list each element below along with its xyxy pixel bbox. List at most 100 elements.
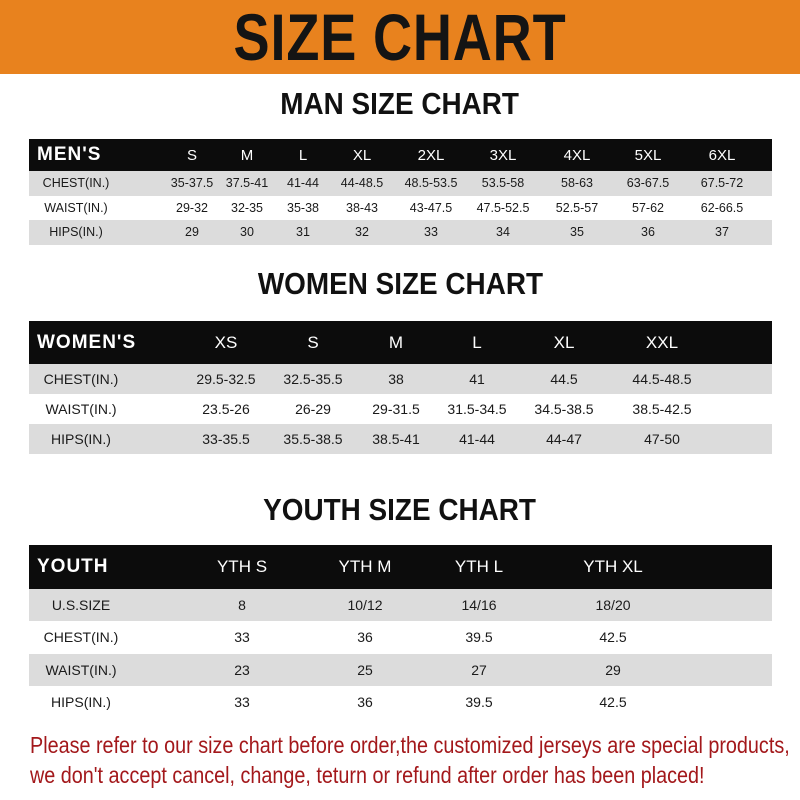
- size-column-header: 5XL: [634, 146, 662, 164]
- size-column-header: L: [298, 146, 308, 164]
- women-size-table: WOMEN'S XS S M L XL XXL CHEST(IN.) 29.5-32.5 32.5…: [29, 321, 772, 454]
- size-column-header: 6XL: [708, 146, 736, 164]
- youth-header-row: YOUTH YTH S YTH M YTH L YTH XL: [29, 545, 772, 589]
- table-row: U.S.SIZE 8 10/12 14/16 18/20: [29, 589, 772, 622]
- table-cell: 36: [357, 629, 373, 646]
- table-cell: 35-38: [287, 200, 319, 215]
- table-cell: 38-43: [346, 200, 378, 215]
- table-cell: 38.5-42.5: [632, 401, 692, 417]
- table-row: WAIST(IN.) 23.5-26 26-29 29-31.5 31.5-34.5 34…: [29, 394, 772, 424]
- table-cell: 41-44: [287, 176, 319, 191]
- table-cell: 8: [238, 597, 246, 614]
- table-row: HIPS(IN.) 29 30 31 32 33 34 35 36 37: [29, 220, 772, 245]
- table-cell: 67.5-72: [700, 176, 744, 191]
- table-cell: 26-29: [295, 401, 331, 417]
- table-cell: 52.5-57: [555, 200, 599, 215]
- size-column-header: 2XL: [417, 146, 445, 164]
- table-cell: 36: [641, 225, 655, 240]
- size-column-header: XL: [352, 146, 372, 164]
- row-label: WAIST(IN.): [45, 401, 117, 417]
- size-column-header: 3XL: [489, 146, 517, 164]
- table-cell: 18/20: [595, 597, 631, 614]
- table-cell: 44-48.5: [340, 176, 384, 191]
- table-cell: 25: [357, 661, 373, 678]
- table-cell: 23.5-26: [202, 401, 250, 417]
- table-cell: 41: [469, 371, 485, 387]
- table-cell: 35-37.5: [170, 176, 214, 191]
- table-cell: 57-62: [632, 200, 664, 215]
- table-cell: 63-67.5: [626, 176, 670, 191]
- table-cell: 48.5-53.5: [404, 176, 458, 191]
- row-label: HIPS(IN.): [51, 694, 111, 711]
- row-label: U.S.SIZE: [51, 597, 111, 614]
- row-label: CHEST(IN.): [43, 629, 119, 646]
- table-cell: 47-50: [644, 431, 680, 447]
- table-row: HIPS(IN.) 33 36 39.5 42.5: [29, 685, 772, 719]
- table-cell: 44-47: [546, 431, 582, 447]
- men-section-title: MAN SIZE CHART: [0, 86, 800, 122]
- table-cell: 53.5-58: [481, 176, 525, 191]
- women-title-text: WOMEN SIZE CHART: [257, 266, 543, 301]
- youth-size-table: YOUTH YTH S YTH M YTH L YTH XL U.S.SIZE 8 10/12…: [29, 545, 772, 719]
- women-section-title: WOMEN SIZE CHART: [0, 266, 800, 302]
- row-label: CHEST(IN.): [43, 371, 119, 387]
- row-label: HIPS(IN.): [49, 225, 103, 240]
- table-cell: 34: [496, 225, 510, 240]
- table-cell: 32: [355, 225, 369, 240]
- table-cell: 34.5-38.5: [534, 401, 594, 417]
- youth-section-title: YOUTH SIZE CHART: [0, 492, 800, 528]
- table-cell: 23: [234, 661, 250, 678]
- table-cell: 42.5: [599, 629, 627, 646]
- table-row: CHEST(IN.) 35-37.5 37.5-41 41-44 44-48.5 48.5…: [29, 171, 772, 196]
- table-row: WAIST(IN.) 23 25 27 29: [29, 653, 772, 686]
- table-cell: 32-35: [231, 200, 263, 215]
- size-column-header: YTH L: [454, 557, 504, 576]
- table-cell: 33: [234, 629, 250, 646]
- size-column-header: 4XL: [563, 146, 591, 164]
- size-column-header: S: [186, 146, 198, 164]
- table-cell: 31: [296, 225, 310, 240]
- size-column-header: XL: [553, 332, 575, 352]
- size-column-header: XS: [214, 332, 238, 352]
- table-cell: 29: [605, 661, 621, 678]
- row-label: WAIST(IN.): [44, 200, 108, 215]
- table-cell: 38.5-41: [372, 431, 420, 447]
- notice-line-1: Please refer to our size chart before or…: [30, 732, 790, 758]
- table-cell: 37.5-41: [225, 176, 269, 191]
- table-cell: 35: [570, 225, 584, 240]
- size-column-header: YTH M: [338, 557, 392, 576]
- men-size-table: MEN'S S M L XL 2XL 3XL 4XL 5XL 6XL CHEST(IN.) 35-37…: [29, 139, 772, 245]
- size-column-header: S: [307, 332, 319, 352]
- men-header-label: MEN'S: [37, 144, 102, 165]
- table-cell: 58-63: [561, 176, 593, 191]
- table-cell: 31.5-34.5: [447, 401, 507, 417]
- table-cell: 43-47.5: [409, 200, 453, 215]
- table-cell: 36: [357, 694, 373, 711]
- table-row: CHEST(IN.) 29.5-32.5 32.5-35.5 38 41 44.5 44.5…: [29, 364, 772, 394]
- size-column-header: YTH XL: [583, 557, 643, 576]
- table-cell: 62-66.5: [700, 200, 744, 215]
- size-chart-banner: SIZE CHART: [0, 0, 800, 74]
- table-cell: 33: [234, 694, 250, 711]
- row-label: CHEST(IN.): [42, 176, 110, 191]
- size-column-header: M: [240, 146, 254, 164]
- size-column-header: M: [388, 332, 404, 352]
- table-cell: 29-32: [176, 200, 208, 215]
- notice-line-2: we don't accept cancel, change, teturn o…: [30, 762, 705, 788]
- table-cell: 44.5: [550, 371, 578, 387]
- table-cell: 29.5-32.5: [196, 371, 256, 387]
- table-cell: 30: [240, 225, 254, 240]
- table-cell: 27: [471, 661, 487, 678]
- women-header-label: WOMEN'S: [37, 331, 137, 353]
- banner-title: SIZE CHART: [233, 0, 567, 74]
- table-cell: 47.5-52.5: [476, 200, 530, 215]
- table-row: HIPS(IN.) 33-35.5 35.5-38.5 38.5-41 41-44 44-…: [29, 424, 772, 454]
- table-cell: 33: [424, 225, 438, 240]
- table-cell: 33-35.5: [202, 431, 250, 447]
- youth-title-text: YOUTH SIZE CHART: [263, 492, 537, 527]
- table-cell: 42.5: [599, 694, 627, 711]
- table-row: CHEST(IN.) 33 36 39.5 42.5: [29, 621, 772, 654]
- table-cell: 44.5-48.5: [632, 371, 692, 387]
- table-cell: 39.5: [465, 629, 493, 646]
- women-header-row: WOMEN'S XS S M L XL XXL: [29, 321, 772, 364]
